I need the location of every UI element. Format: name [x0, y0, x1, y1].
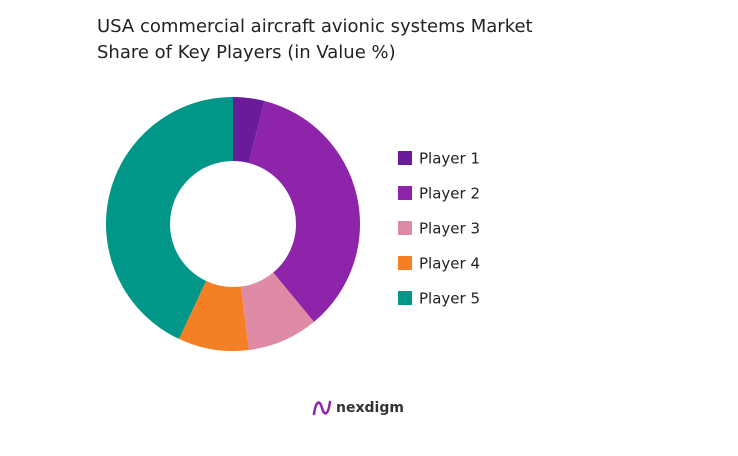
legend-swatch	[398, 151, 412, 165]
donut-slice	[105, 97, 233, 339]
brand-logo: nexdigm	[312, 400, 404, 416]
brand-icon	[312, 400, 332, 416]
brand-name: nexdigm	[336, 400, 404, 416]
legend-swatch	[398, 291, 412, 305]
legend-label: Player 1	[419, 150, 480, 168]
legend-swatch	[398, 186, 412, 200]
donut-slice	[178, 281, 249, 351]
legend-label: Player 4	[419, 255, 480, 273]
legend-swatch	[398, 221, 412, 235]
donut-slice	[248, 100, 361, 322]
donut-slice	[233, 97, 265, 163]
legend-label: Player 5	[419, 290, 480, 308]
chart-title: USA commercial aircraft avionic systems …	[97, 16, 533, 63]
donut-slice	[240, 272, 314, 350]
legend-swatch	[398, 256, 412, 270]
legend-label: Player 2	[419, 185, 480, 203]
legend-label: Player 3	[419, 220, 480, 238]
